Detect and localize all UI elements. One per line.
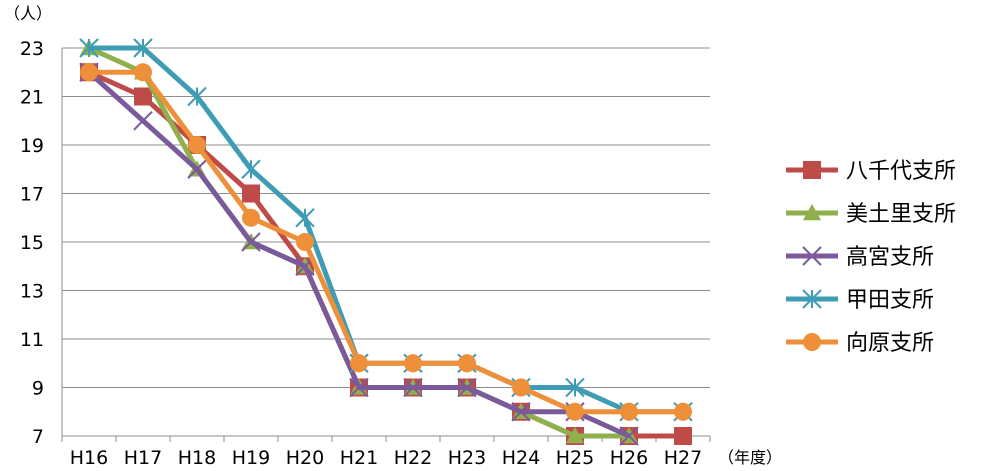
data-point: [457, 377, 477, 398]
x-tick-label: H22: [394, 447, 432, 469]
series-line: [87, 69, 683, 439]
legend-swatch-marker: [802, 289, 822, 309]
legend-label: 高宮支所: [846, 245, 934, 270]
x-axis-unit-label: （年度）: [718, 448, 782, 467]
legend-swatch-marker: [802, 246, 822, 266]
data-point: [674, 402, 692, 421]
x-tick-label: H23: [448, 447, 486, 469]
x-tick-label: H21: [340, 447, 378, 469]
data-point: [242, 184, 260, 203]
data-point: [566, 402, 584, 421]
data-point: [80, 63, 98, 82]
data-point: [134, 63, 152, 82]
series-line: [89, 45, 683, 415]
legend-swatch-marker: [803, 333, 821, 351]
y-axis-unit-label: （人）: [4, 4, 52, 23]
x-tick-label: H26: [610, 447, 648, 469]
series-line: [87, 70, 631, 439]
y-tick-label: 21: [20, 87, 44, 109]
data-point: [241, 232, 261, 252]
data-point: [134, 87, 152, 106]
legend-label: 美土里支所: [846, 202, 956, 227]
data-point: [295, 208, 315, 228]
data-point: [674, 427, 692, 445]
data-point: [565, 377, 585, 398]
legend-item: 高宮支所: [786, 245, 934, 270]
data-point: [133, 38, 153, 58]
data-point: [187, 86, 207, 107]
series-5: [80, 63, 692, 421]
data-point: [187, 159, 207, 179]
data-point: [458, 354, 476, 373]
series-3: [79, 62, 639, 446]
x-tick-label: H18: [178, 447, 216, 469]
x-tick-label: H24: [502, 447, 540, 469]
x-tick-label: H19: [232, 447, 270, 469]
data-point: [296, 233, 314, 251]
data-point: [188, 136, 206, 154]
data-point: [79, 38, 99, 58]
x-tick-label: H25: [556, 447, 594, 469]
x-tick-label: H17: [124, 447, 162, 469]
legend-label: 甲田支所: [846, 288, 934, 313]
data-point: [620, 402, 638, 421]
legend-item: 八千代支所: [786, 159, 956, 184]
legend-swatch-marker: [803, 204, 821, 221]
y-tick-label: 13: [20, 281, 44, 303]
data-point: [133, 111, 153, 131]
y-tick-label: 11: [20, 329, 44, 351]
data-point: [619, 426, 639, 446]
data-point: [242, 208, 260, 227]
y-tick-label: 17: [20, 184, 44, 206]
legend-label: 向原支所: [846, 331, 934, 356]
x-tick-label: H27: [664, 447, 702, 469]
x-tick-label: H20: [286, 447, 324, 469]
y-tick-label: 9: [32, 378, 44, 400]
y-tick-label: 7: [32, 426, 44, 448]
legend-item: 向原支所: [786, 331, 934, 356]
data-point: [511, 402, 531, 422]
data-point: [349, 377, 369, 398]
legend-item: 美土里支所: [786, 202, 956, 227]
data-point: [512, 378, 530, 397]
data-point: [241, 159, 261, 179]
legend-item: 甲田支所: [786, 288, 934, 313]
legend-swatch-marker: [803, 161, 821, 179]
data-point: [403, 377, 423, 398]
legend-label: 八千代支所: [846, 159, 956, 184]
y-tick-label: 15: [20, 232, 44, 254]
series-lines: [79, 38, 693, 446]
y-tick-label: 23: [20, 38, 44, 60]
axes: 7 9 11 13 15 17 19 21 23 H16 H17 H18 H19 H20 H21 H22 H23…: [20, 38, 711, 469]
data-point: [350, 354, 368, 373]
y-tick-label: 19: [20, 135, 44, 157]
data-point: [566, 427, 584, 444]
x-tick-label: H16: [70, 447, 108, 469]
data-point: [404, 354, 422, 373]
